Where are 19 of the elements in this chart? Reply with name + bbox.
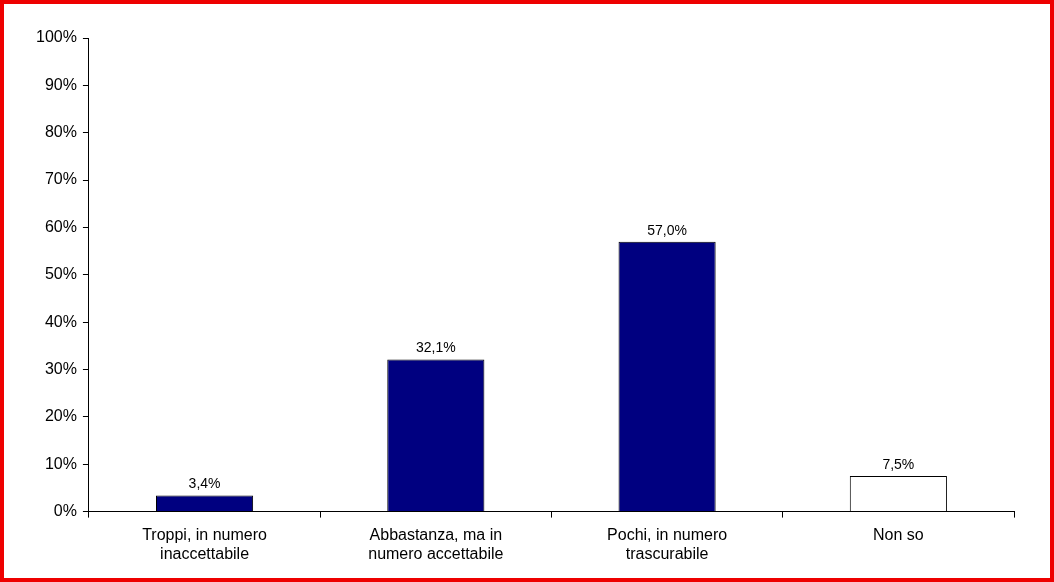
- y-tick-label: 30%: [44, 359, 77, 377]
- data-label: 32,1%: [415, 339, 456, 356]
- y-tick-label: 100%: [36, 28, 77, 46]
- y-tick-label: 60%: [44, 217, 77, 235]
- data-label: 3,4%: [188, 475, 221, 492]
- y-tick-label: 50%: [44, 265, 77, 283]
- x-tick-label: Pochi, in numero trascurabile: [607, 525, 728, 562]
- y-tick-label: 40%: [44, 312, 77, 330]
- y-tick-label: 70%: [44, 170, 77, 188]
- data-label: 57,0%: [647, 221, 687, 238]
- x-tick-label: Abbastanza, ma in numero accettabile: [368, 525, 504, 562]
- y-tick-label: 0%: [53, 502, 77, 520]
- y-tick-label: 10%: [44, 454, 77, 472]
- data-label: 7,5%: [882, 455, 915, 472]
- x-tick-label: Non so: [873, 525, 924, 543]
- y-tick-label: 90%: [44, 75, 77, 93]
- x-tick-label: Troppi, in numero inaccettabile: [142, 525, 268, 562]
- y-tick-label: 80%: [44, 123, 77, 141]
- y-tick-label: 20%: [44, 407, 77, 425]
